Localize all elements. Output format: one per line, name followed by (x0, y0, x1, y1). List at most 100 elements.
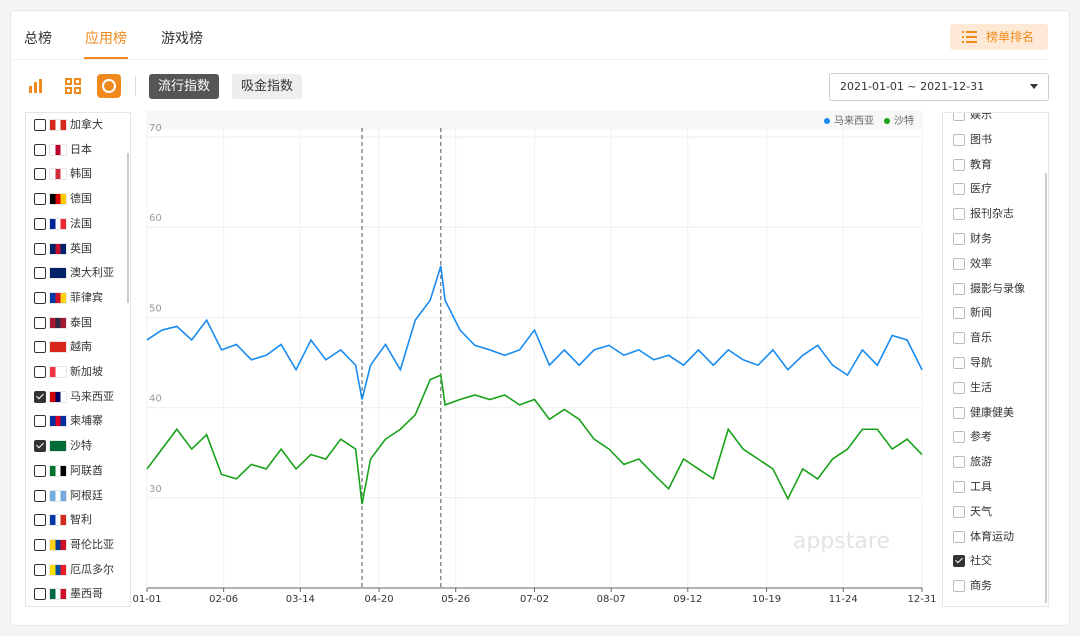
checkbox[interactable] (953, 233, 965, 245)
country-option[interactable]: 泰国 (34, 315, 130, 331)
checkbox[interactable] (34, 563, 46, 576)
checkbox[interactable] (34, 464, 46, 477)
country-option[interactable]: 柬埔寨 (34, 413, 130, 429)
checkbox[interactable] (34, 316, 46, 329)
index-button[interactable]: 流行指数 (149, 74, 220, 99)
checkbox[interactable] (953, 282, 965, 295)
checkbox[interactable] (953, 481, 965, 493)
checkbox[interactable] (34, 440, 46, 453)
checkbox[interactable] (34, 514, 46, 527)
checkbox[interactable] (953, 530, 965, 543)
checkbox[interactable] (34, 168, 46, 181)
checkbox[interactable] (953, 580, 965, 593)
flag (50, 589, 66, 600)
series-line (146, 373, 923, 505)
checkbox[interactable] (34, 415, 46, 428)
tab[interactable]: 应用榜 (85, 31, 127, 47)
checkbox[interactable] (34, 588, 46, 601)
checkbox[interactable] (34, 193, 46, 206)
checkbox[interactable] (953, 158, 965, 171)
flag (50, 441, 66, 452)
country-name: 新加坡 (70, 365, 103, 378)
checkbox[interactable] (953, 113, 965, 121)
country-option[interactable]: 阿根廷 (34, 488, 130, 504)
country-option[interactable]: 阿联酋 (34, 463, 130, 479)
checkbox[interactable] (953, 183, 965, 196)
category-option[interactable]: 财务 (953, 231, 1047, 247)
country-option[interactable]: 菲律宾 (34, 290, 130, 306)
checkbox[interactable] (953, 456, 965, 469)
country-option[interactable]: 马来西亚 (34, 389, 130, 405)
category-option[interactable]: 体育运动 (953, 529, 1047, 545)
category-option[interactable]: 音乐 (953, 330, 1047, 346)
category-option[interactable]: 导航 (953, 355, 1047, 371)
category-option[interactable]: 生活 (953, 380, 1047, 396)
category-option[interactable]: 工具 (953, 479, 1047, 495)
date-select[interactable]: 2021-01-01 ~ 2021-12-31 (829, 73, 1049, 101)
checkbox[interactable] (34, 390, 46, 403)
category-name: 健康健美 (970, 405, 1014, 419)
country-option[interactable]: 新加坡 (34, 364, 130, 380)
country-name: 韩国 (70, 167, 92, 181)
checkbox[interactable] (953, 257, 965, 270)
category-option[interactable]: 图书 (953, 132, 1047, 148)
country-option[interactable]: 法国 (34, 216, 130, 232)
bar-icon[interactable] (24, 74, 48, 98)
category-option[interactable]: 参考 (953, 429, 1047, 445)
checkbox[interactable] (34, 366, 46, 378)
country-option[interactable]: 德国 (34, 191, 130, 207)
country-option[interactable]: 墨西哥 (34, 586, 130, 602)
grid-icon[interactable] (61, 74, 85, 98)
checkbox[interactable] (34, 119, 46, 131)
category-option[interactable]: 报刊杂志 (953, 206, 1047, 222)
country-option[interactable]: 哥伦比亚 (34, 537, 130, 553)
country-option[interactable]: 加拿大 (34, 117, 130, 133)
checkbox[interactable] (953, 208, 965, 221)
category-option[interactable]: 教育 (953, 157, 1047, 173)
country-option[interactable]: 英国 (34, 241, 130, 257)
country-option[interactable]: 日本 (34, 142, 130, 158)
tab[interactable]: 游戏榜 (161, 31, 203, 47)
checkbox[interactable] (34, 143, 46, 156)
checkbox[interactable] (953, 133, 965, 146)
category-option[interactable]: 旅游 (953, 454, 1047, 470)
checkbox[interactable] (953, 307, 965, 320)
category-option[interactable]: 摄影与录像 (953, 281, 1047, 297)
checkbox[interactable] (953, 406, 965, 419)
country-option[interactable]: 澳大利亚 (34, 265, 130, 281)
checkbox[interactable] (34, 217, 46, 230)
category-option[interactable]: 医疗 (953, 181, 1047, 197)
checkbox[interactable] (953, 357, 965, 369)
country-option[interactable]: 韩国 (34, 166, 130, 182)
checkbox[interactable] (34, 291, 46, 304)
category-option[interactable]: 娱乐 (953, 113, 1047, 123)
checkbox[interactable] (34, 242, 46, 255)
country-option[interactable]: 越南 (34, 339, 130, 355)
flag (50, 268, 66, 279)
category-option[interactable]: 天气 (953, 504, 1047, 520)
checkbox[interactable] (953, 555, 965, 568)
country-option[interactable]: 厄瓜多尔 (34, 562, 130, 578)
country-name: 智利 (70, 513, 92, 527)
checkbox[interactable] (953, 431, 965, 444)
checkbox[interactable] (953, 332, 965, 345)
country-option[interactable]: 智利 (34, 512, 130, 528)
category-option[interactable]: 效率 (953, 256, 1047, 272)
checkbox[interactable] (34, 267, 46, 280)
index-button[interactable]: 吸金指数 (232, 74, 303, 99)
category-option[interactable]: 社交 (953, 553, 1047, 569)
globe-icon[interactable] (97, 74, 121, 98)
category-option[interactable]: 健康健美 (953, 405, 1047, 421)
rank-button[interactable]: 榜单排名 (950, 24, 1048, 50)
category-option[interactable]: 商务 (953, 578, 1047, 594)
country-option[interactable]: 沙特 (34, 438, 130, 454)
country-name: 澳大利亚 (70, 266, 114, 280)
country-name: 柬埔寨 (70, 414, 103, 428)
category-option[interactable]: 新闻 (953, 305, 1047, 321)
checkbox[interactable] (953, 505, 965, 518)
checkbox[interactable] (953, 381, 965, 394)
checkbox[interactable] (34, 538, 46, 551)
checkbox[interactable] (34, 489, 46, 502)
tab[interactable]: 总榜 (24, 31, 52, 47)
checkbox[interactable] (34, 341, 46, 354)
